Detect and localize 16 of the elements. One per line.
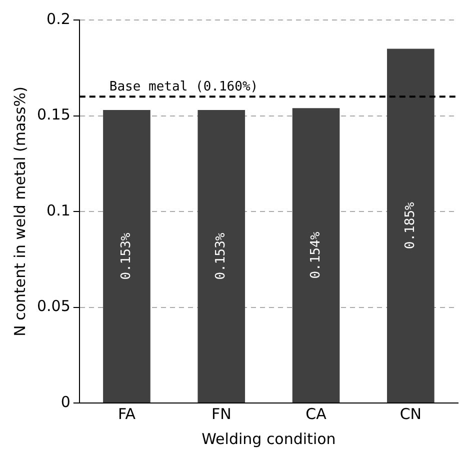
x-tick-label: FA [118, 404, 136, 423]
y-tick-label: 0 [60, 392, 70, 411]
data-label: 0.153% [214, 232, 229, 280]
y-tick-label: 0.2 [46, 10, 70, 28]
y-axis-title: N content in weld metal (mass%) [10, 86, 29, 336]
y-tick-label: 0.1 [46, 201, 70, 220]
ref-line-label: Base metal (0.160%) [109, 79, 258, 94]
y-tick-label: 0.15 [36, 106, 70, 124]
data-label: 0.185% [403, 202, 418, 250]
data-label: 0.153% [119, 232, 134, 280]
data-label: 0.154% [308, 232, 324, 279]
y-tick-label: 0.05 [36, 297, 70, 316]
x-tick-label: CA [306, 404, 328, 423]
x-axis-title: Welding condition [202, 430, 336, 448]
x-tick-label: CN [400, 404, 422, 423]
x-tick-label: FN [211, 404, 232, 423]
